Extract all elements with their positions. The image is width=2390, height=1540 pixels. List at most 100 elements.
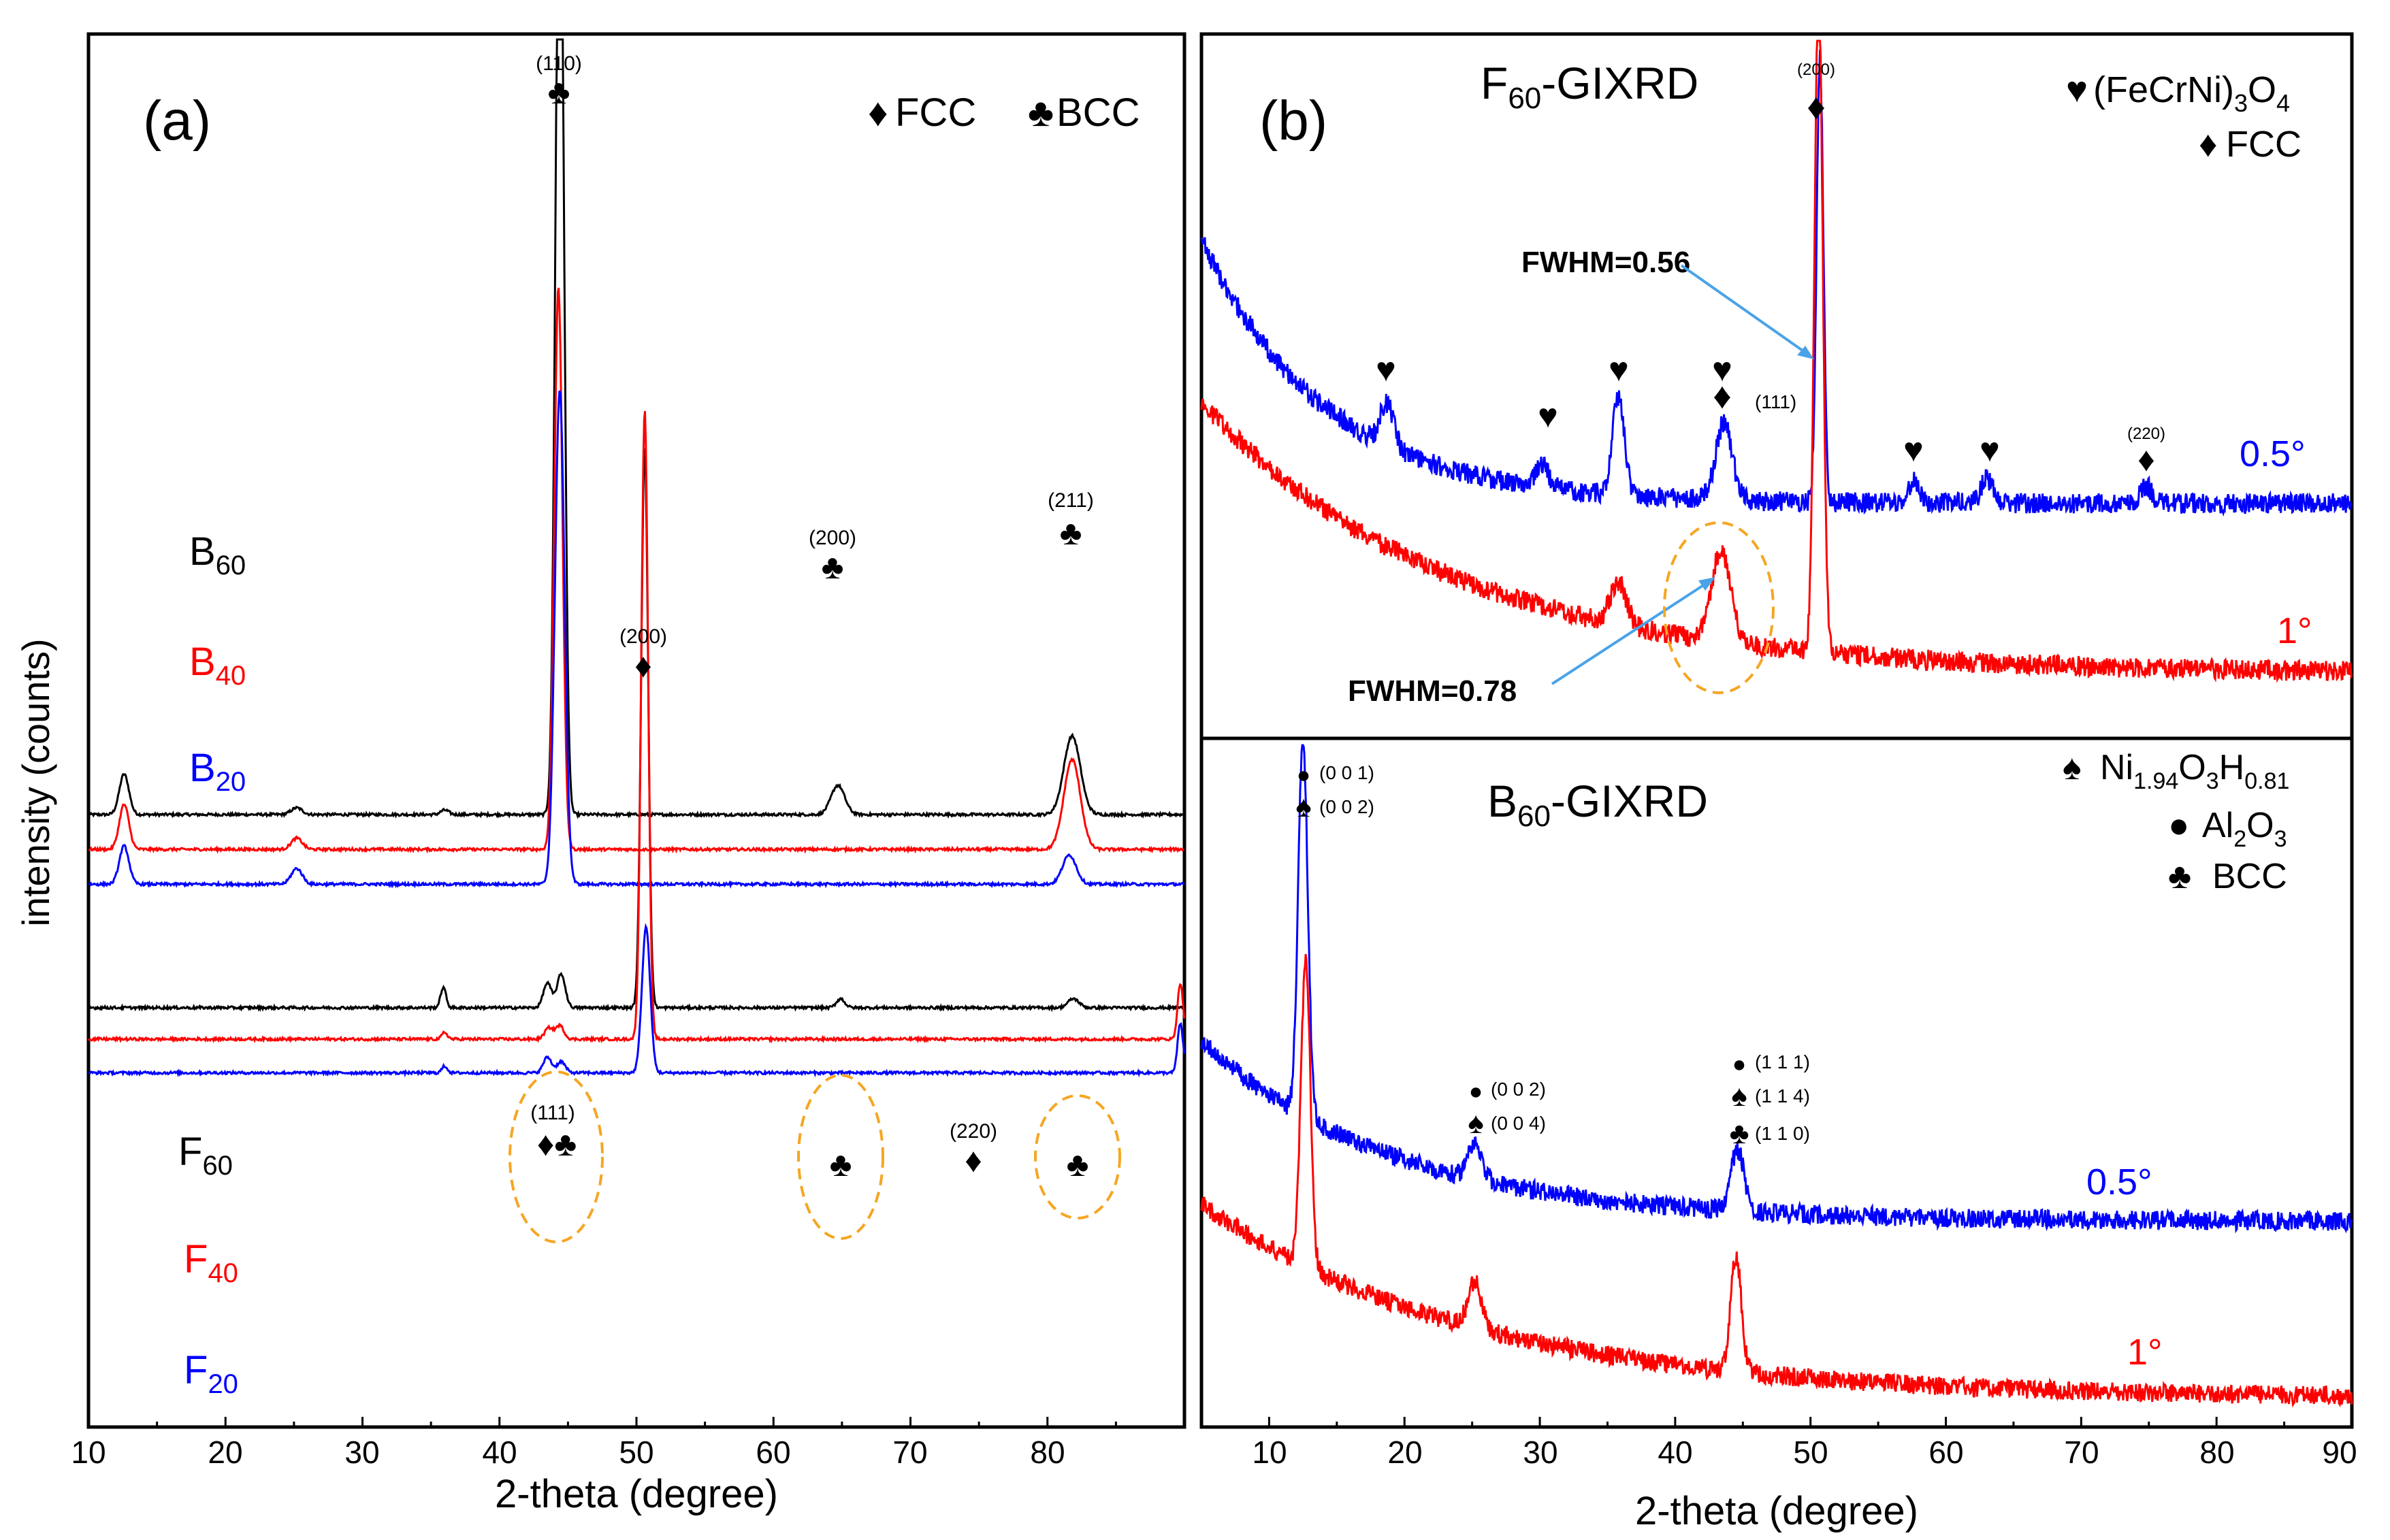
panel-b-bottom-title: B60-GIXRD [1487, 776, 1708, 833]
gixrd-trace-blue [1200, 49, 2353, 517]
xrd-trace-b60 [87, 38, 1185, 819]
highlight-ellipse [1663, 521, 1775, 694]
legend-oxide-label: (FeCrNi) [2093, 69, 2234, 110]
peak-annotation-ni-oxide-symbol: ♠ [1731, 1079, 1747, 1113]
peak-annotation-fcc-symbol: ♦ [634, 646, 652, 685]
highlight-ellipse [508, 1070, 604, 1243]
legend-al2o3-symbol: ● [2168, 806, 2189, 845]
peak-annotation-oxide-symbol: ♥ [1980, 431, 2000, 469]
panel-b-tick-marks [1267, 1417, 2353, 1427]
legend-al-sub2: 3 [2274, 826, 2287, 852]
panel-b-top-title-sub: 60 [1508, 82, 1541, 115]
series-label-b20-main: B [189, 746, 216, 790]
tick-label: 70 [2064, 1435, 2099, 1470]
peak-annotation-hkl: (0 0 2) [1491, 1079, 1546, 1100]
series-label-f20: F20 [184, 1348, 238, 1399]
panel-a-tick-marks [87, 1417, 1186, 1427]
legend-oxide-tail: O [2248, 69, 2276, 110]
panel-a-frame [86, 32, 1186, 1429]
series-label-f60-main: F [178, 1130, 202, 1174]
peak-annotation-al2o3-symbol: ● [1469, 1079, 1483, 1104]
legend-al-tail: O [2246, 806, 2274, 845]
series-label-b40-main: B [189, 640, 216, 684]
legend-ni-tail: O [2178, 748, 2206, 787]
tick-label: 10 [1252, 1435, 1287, 1470]
series-label-b60-sub: 60 [216, 551, 246, 580]
fwhm-arrowhead [1698, 577, 1715, 591]
peak-annotation-hkl: (1 1 0) [1755, 1123, 1810, 1144]
legend-al-label: Al [2202, 806, 2233, 845]
series-label-1deg: 1° [2127, 1332, 2163, 1373]
panel-a-legend-bcc-symbol: ♣ [1028, 91, 1054, 135]
peak-annotation-hkl: (200) [619, 625, 667, 648]
fwhm-arrow [1680, 264, 1809, 355]
panel-b-top-title: F60-GIXRD [1481, 58, 1698, 115]
fwhm-arrow [1551, 580, 1710, 685]
peak-annotation-hkl: (110) [536, 52, 582, 75]
series-label-0-5deg: 0.5° [2240, 433, 2306, 474]
peak-annotation-bcc-symbol: ♣ [548, 73, 570, 111]
panel-a-legend-fcc-symbol: ♦ [868, 91, 888, 135]
legend-ni-tail2: H [2219, 748, 2245, 787]
tick-label: 40 [482, 1435, 517, 1470]
panel-b-top-title-rest: -GIXRD [1541, 58, 1698, 108]
panel-b-top: (b) F60-GIXRD ♥ (FeCrNi)3O4 ♦ FCC 0.5° 1… [1199, 32, 2354, 740]
tick-label: 50 [619, 1435, 653, 1470]
legend-ni-label: Ni [2100, 748, 2133, 787]
panel-b-bottom: B60-GIXRD ♠ Ni1.94O3H0.81 ● Al2O3 ♣ BCC … [1199, 736, 2357, 1533]
panel-b-top-legend-oxide-symbol: ♥ [2066, 69, 2088, 110]
tick-label: 20 [1387, 1435, 1422, 1470]
panel-a-legend-bcc-label: BCC [1056, 91, 1140, 135]
panel-b-bottom-frame [1199, 736, 2354, 1429]
peak-annotation-fcc-symbol: ♦ [1713, 376, 1732, 416]
series-label-b40: B40 [189, 640, 246, 691]
peak-annotation-oxide-symbol: ♥ [1538, 397, 1558, 435]
peak-annotation-hkl: (111) [1755, 391, 1796, 412]
legend-ni-sub3: 0.81 [2244, 768, 2289, 794]
panel-a-x-ticks: 10 20 30 40 50 60 70 80 [71, 1435, 1065, 1470]
peak-annotation-hkl: (220) [2127, 425, 2165, 443]
series-label-f20-sub: 20 [208, 1369, 238, 1399]
peak-annotation-bcc-symbol: ♣ [830, 1145, 852, 1183]
legend-oxide-sub2: 4 [2276, 89, 2290, 117]
panel-b-top-legend-fcc-symbol: ♦ [2199, 124, 2218, 165]
tick-label: 20 [208, 1435, 242, 1470]
panel-a-y-axis-label: intensity (counts) [14, 638, 57, 926]
legend-ni-oxide: Ni1.94O3H0.81 [2100, 748, 2289, 794]
peak-annotation-hkl: (220) [950, 1120, 997, 1143]
peak-annotation-fcc-symbol: ♦ [965, 1141, 982, 1179]
tick-label: 30 [1523, 1435, 1557, 1470]
peak-annotation-fcc-symbol: ♦ [1807, 86, 1826, 127]
panel-a-label: (a) [143, 90, 211, 152]
peak-annotation-bcc-symbol: ♣ [1730, 1117, 1749, 1150]
tick-label: 90 [2322, 1435, 2357, 1470]
xrd-trace-b20 [88, 390, 1185, 889]
tick-label: 30 [344, 1435, 379, 1470]
panel-a: (a) ♦ FCC ♣ BCC intensity (counts) 2-the… [14, 32, 1186, 1516]
series-label-b40-sub: 40 [216, 661, 246, 691]
peak-annotation-hkl: (0 0 2) [1319, 796, 1374, 817]
panel-b-x-axis-label: 2-theta (degree) [1635, 1489, 1918, 1533]
peak-annotation-ni-oxide-symbol: ♠ [1468, 1107, 1483, 1140]
peak-annotation-al2o3-symbol: ● [1297, 762, 1311, 788]
peak-annotation-bcc-symbol: ♣ [1067, 1145, 1089, 1183]
panel-a-x-axis-label: 2-theta (degree) [495, 1472, 778, 1516]
gixrd-trace-red [1200, 39, 2353, 683]
panel-b-bottom-title-sub: 60 [1517, 800, 1551, 833]
xrd-trace-f40 [87, 411, 1186, 1044]
tick-label: 10 [71, 1435, 106, 1470]
peak-annotation-bcc-symbol: ♣ [822, 548, 844, 586]
panel-b-bottom-traces [1200, 744, 2353, 1408]
tick-label: 40 [1658, 1435, 1692, 1470]
panel-b-top-title-main: F [1481, 58, 1508, 108]
peak-annotation-oxide-symbol: ♥ [1609, 350, 1629, 389]
fwhm-label-0-56: FWHM=0.56 [1521, 246, 1690, 279]
series-label-b20-sub: 20 [216, 767, 246, 797]
peak-annotation-hkl: (1 1 4) [1755, 1085, 1810, 1107]
peak-annotation-hkl: (111) [530, 1102, 575, 1124]
panel-a-legend-fcc-label: FCC [895, 91, 976, 135]
fwhm-label-0-78: FWHM=0.78 [1348, 674, 1517, 708]
legend-al-sub: 2 [2233, 826, 2246, 852]
panel-b-bottom-title-main: B [1487, 776, 1517, 826]
